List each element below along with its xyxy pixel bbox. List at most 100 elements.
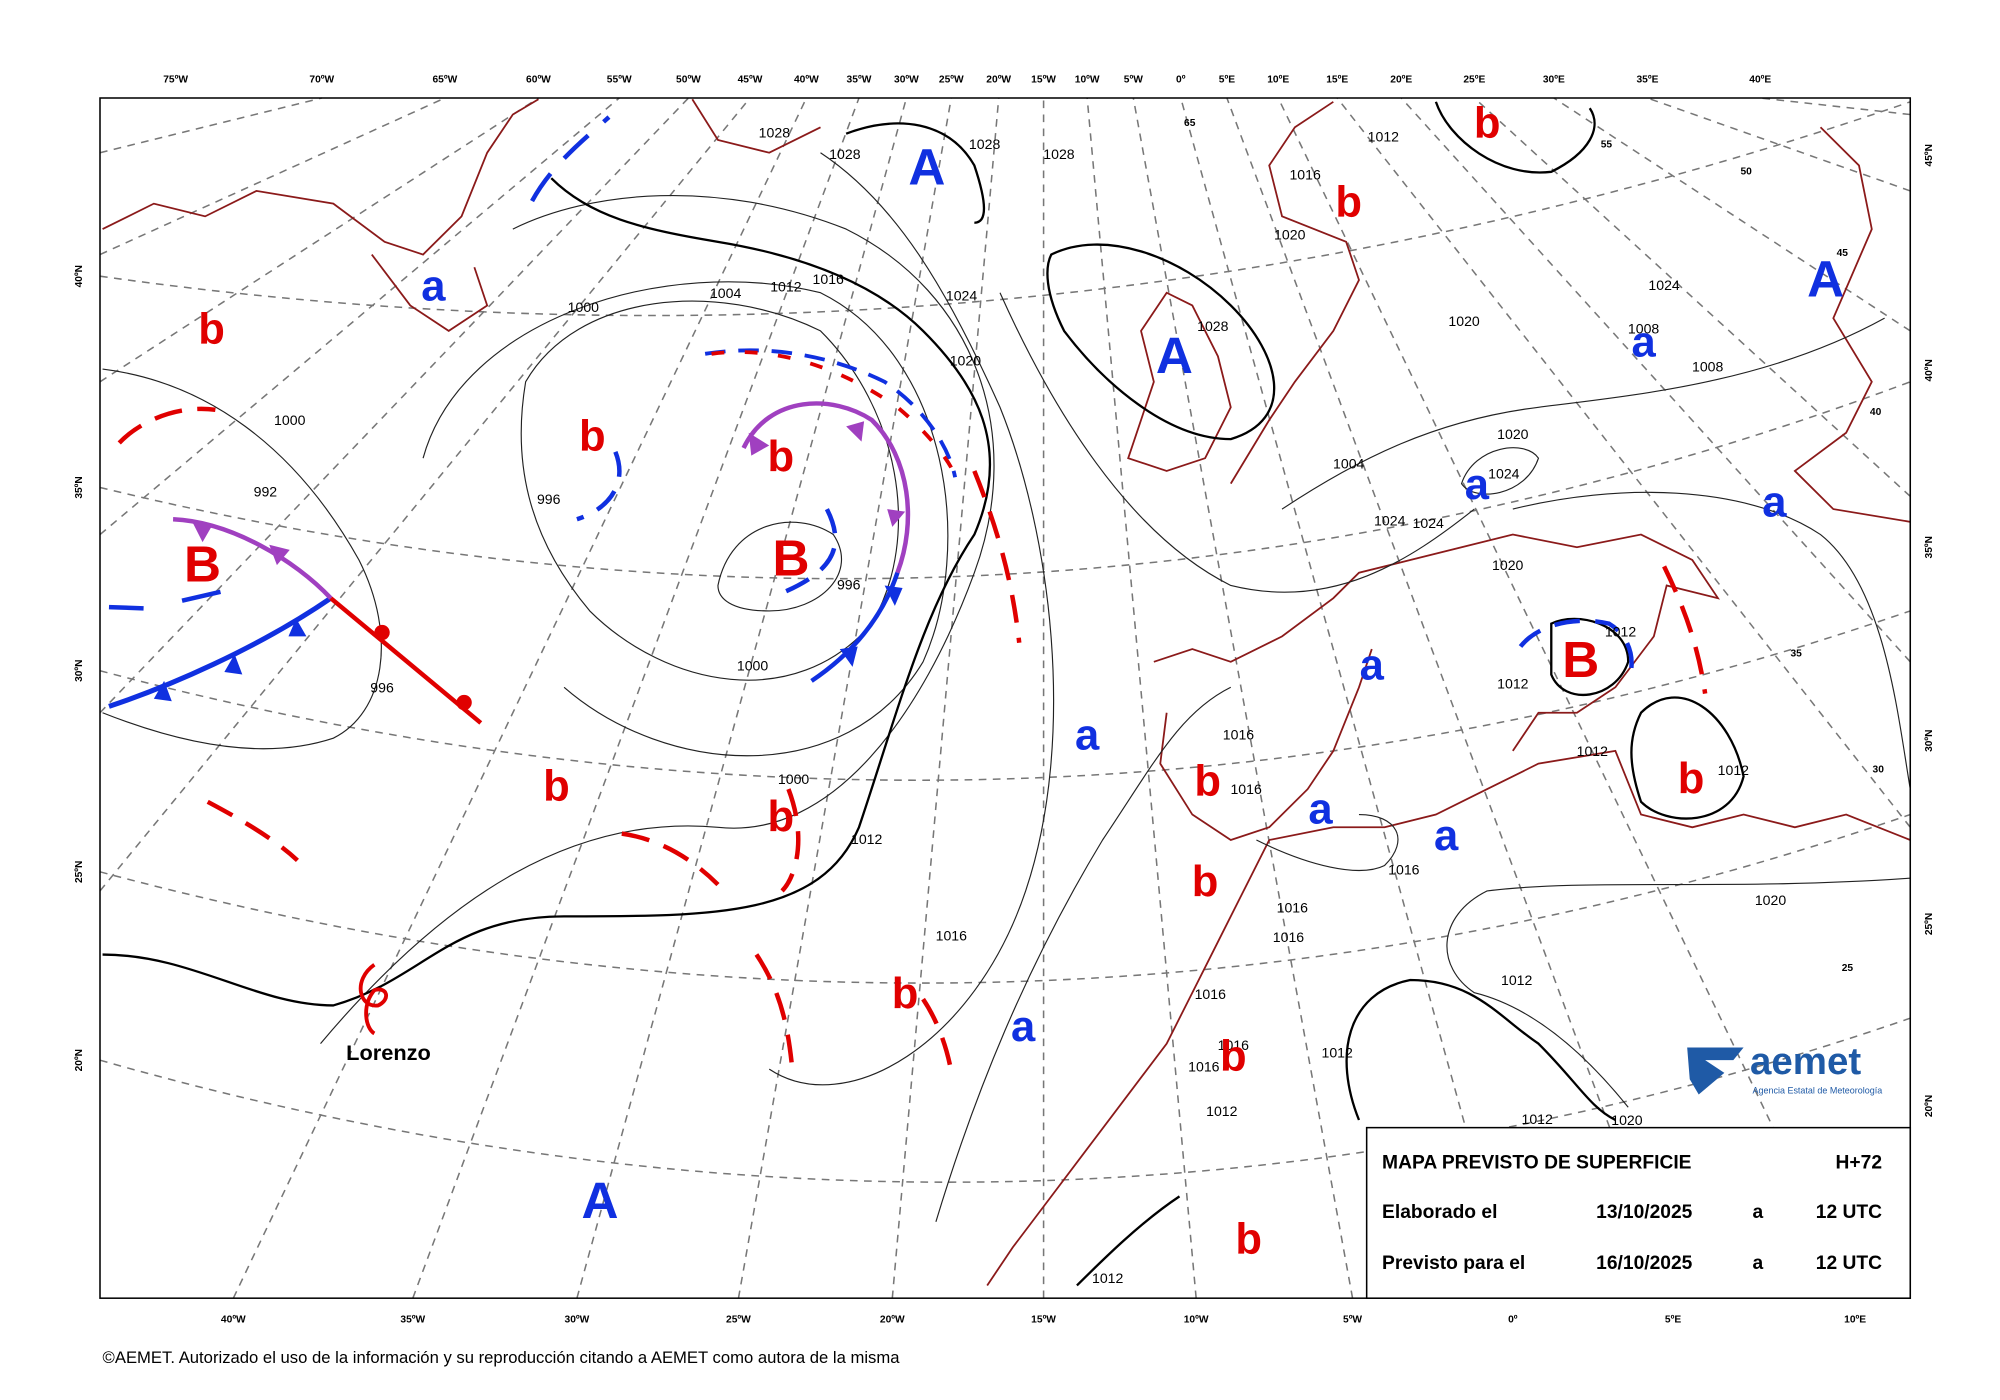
graticule-label: 45: [1837, 248, 1849, 259]
relative-low: b: [892, 970, 919, 1018]
isobar-label: 1016: [1223, 727, 1255, 743]
isobar: [1256, 813, 1399, 871]
latitude-label: 45ºN: [1924, 144, 1935, 166]
trough: [780, 788, 801, 893]
isobar-label: 1016: [1188, 1059, 1220, 1075]
isobar-label: 1020: [1274, 226, 1306, 242]
trough: [921, 997, 954, 1073]
logo: aemet Agencia Estatal de Meteorología: [1687, 1040, 1882, 1095]
isobar-label: 1008: [1628, 321, 1660, 337]
isobar-label: 1024: [1488, 466, 1520, 482]
graticule-label: 55: [1601, 140, 1613, 151]
isobar-label: 1016: [1289, 167, 1321, 183]
longitude-label: 10ºW: [1075, 75, 1100, 86]
isobar: [999, 292, 1475, 593]
isobar-label: 1004: [1333, 455, 1365, 471]
meridian: [737, 97, 953, 1299]
high-pressure: A: [1156, 327, 1193, 384]
coastline: [691, 98, 821, 154]
isobar-1012: [1550, 617, 1630, 697]
meridian: [99, 97, 751, 892]
longitude-label: 20ºW: [986, 75, 1011, 86]
trough: [754, 953, 795, 1070]
parallel: [99, 101, 1911, 317]
longitude-label: 10ºW: [1184, 1314, 1209, 1325]
logo-mark: [1687, 1047, 1744, 1095]
isobar-label: 1012: [1605, 623, 1637, 639]
graticule-label: 65: [1184, 118, 1196, 129]
cold-front: [108, 596, 333, 709]
relative-low: b: [1192, 858, 1219, 906]
latitude-label: 35ºN: [74, 476, 85, 498]
longitude-label: 20ºW: [880, 1314, 905, 1325]
storm-symbol: [358, 963, 388, 1036]
copyright: ©AEMET. Autorizado el uso de la informac…: [103, 1348, 901, 1367]
meridian: [99, 97, 322, 154]
longitude-label: 60ºW: [526, 75, 551, 86]
info-time: 12 UTC: [1816, 1202, 1882, 1223]
relative-low: b: [1678, 755, 1705, 803]
isobar-label: 1020: [1611, 1112, 1643, 1128]
occluded-front: [172, 517, 333, 600]
isobar-1028: [845, 122, 986, 224]
info-label: Elaborado el: [1382, 1202, 1497, 1223]
isobar: [1446, 877, 1911, 1108]
relative-low: b: [1194, 758, 1221, 806]
longitude-label: 30ºE: [1543, 75, 1565, 86]
isobar-label: 1016: [1277, 900, 1309, 916]
isobar-label: 1016: [1230, 781, 1262, 797]
isobar-label: 1016: [1273, 929, 1305, 945]
meridian: [576, 97, 908, 1299]
isobar-label: 1016: [1388, 861, 1420, 877]
isobar: [422, 281, 949, 757]
relative-high: a: [1762, 479, 1787, 527]
isobar-label: 1012: [1577, 743, 1609, 759]
isobar-label: 1020: [1755, 892, 1787, 908]
ridge: [774, 508, 838, 598]
meridian: [1086, 97, 1197, 1299]
isobar-label: 1020: [1448, 313, 1480, 329]
isobar-label: 1000: [274, 412, 306, 428]
meridian: [99, 97, 690, 714]
parallel: [99, 813, 1911, 984]
coastline: [986, 839, 1271, 1286]
isobar-label: 996: [837, 576, 861, 592]
parallel: [99, 1017, 1911, 1183]
isobar-label: 1012: [1521, 1111, 1553, 1127]
front-symbol: [456, 694, 472, 711]
isobar-label: 1028: [1043, 146, 1075, 162]
latitude-label: 25ºN: [1924, 913, 1935, 935]
trough: [1662, 565, 1708, 694]
longitude-label: 35ºW: [847, 75, 872, 86]
longitude-label: 0º: [1508, 1314, 1518, 1325]
longitude-label: 25ºW: [726, 1314, 751, 1325]
relative-low: b: [1235, 1216, 1262, 1264]
longitude-label: 25ºE: [1463, 75, 1485, 86]
high-pressure: A: [908, 139, 945, 196]
isobar: [1512, 491, 1911, 790]
isobar-label: 1012: [1368, 128, 1400, 144]
longitude-label: 15ºE: [1326, 75, 1348, 86]
trough: [621, 831, 720, 887]
meridian: [99, 97, 539, 383]
isobar-label: 1024: [1374, 513, 1406, 529]
trough: [117, 406, 216, 445]
meridian: [1473, 97, 1911, 497]
meridian: [1336, 97, 1911, 828]
isobar-label: 996: [537, 491, 561, 507]
latitude-label: 40ºN: [1924, 359, 1935, 381]
isobar: [1460, 447, 1540, 495]
coastlines: [102, 98, 1911, 1286]
occluded-front: [741, 401, 911, 574]
logo-subtitle: Agencia Estatal de Meteorología: [1753, 1085, 1883, 1095]
graticule-label: 40: [1870, 407, 1882, 418]
longitude-label: 5ºE: [1219, 75, 1235, 86]
info-title: MAPA PREVISTO DE SUPERFICIE: [1382, 1152, 1692, 1173]
longitude-label: 10ºE: [1267, 75, 1289, 86]
longitude-label: 30ºW: [894, 75, 919, 86]
longitude-label: 0º: [1176, 75, 1186, 86]
relative-high: a: [1308, 786, 1333, 834]
meridian: [1226, 97, 1674, 1299]
meridian: [1180, 97, 1514, 1299]
low-pressure: B: [1562, 631, 1599, 688]
